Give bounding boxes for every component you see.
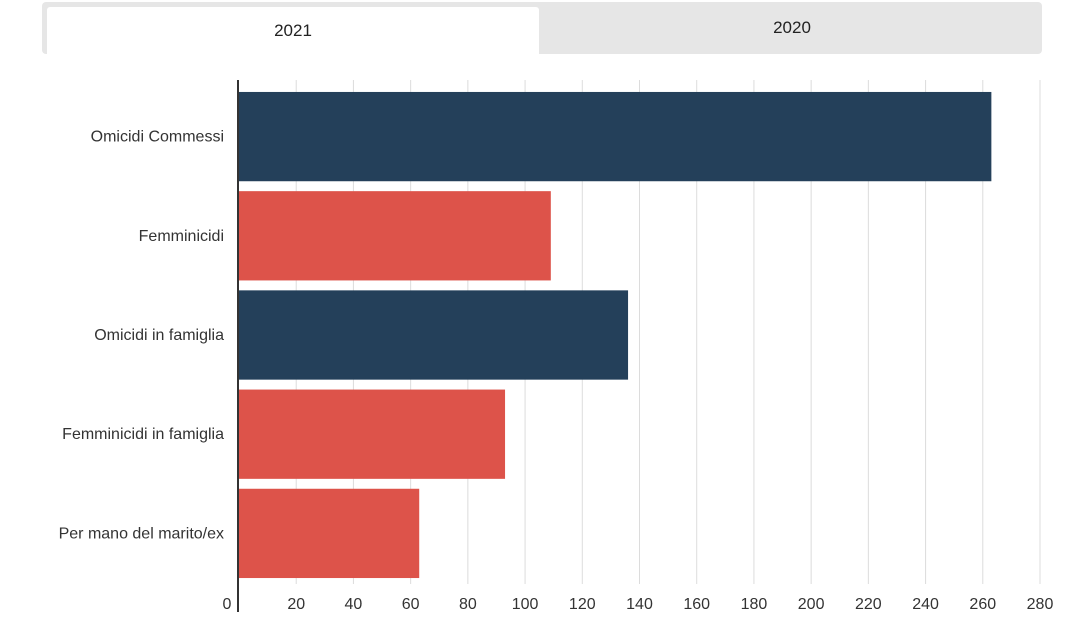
x-tick-label: 60 xyxy=(402,596,420,613)
bar xyxy=(239,290,629,380)
x-tick-label: 180 xyxy=(741,596,768,613)
category-label: Per mano del marito/ex xyxy=(59,525,224,542)
category-label: Femminicidi xyxy=(139,228,224,245)
category-label: Femminicidi in famiglia xyxy=(62,426,224,443)
x-tick-label: 140 xyxy=(626,596,653,613)
x-tick-label: 40 xyxy=(345,596,363,613)
bar xyxy=(239,191,551,281)
bar xyxy=(239,389,506,479)
x-tick-label: 280 xyxy=(1027,596,1054,613)
tab-2021[interactable]: 2021 xyxy=(47,7,539,54)
x-tick-label: 80 xyxy=(459,596,477,613)
category-label: Omicidi Commessi xyxy=(91,129,224,146)
x-tick-label: 120 xyxy=(569,596,596,613)
x-tick-label: 160 xyxy=(683,596,710,613)
x-tick-label: 100 xyxy=(512,596,539,613)
x-tick-label: 20 xyxy=(287,596,305,613)
x-tick-label: 220 xyxy=(855,596,882,613)
bar xyxy=(239,91,992,182)
bar xyxy=(239,488,420,579)
x-tick-label: 200 xyxy=(798,596,825,613)
year-tabs: 2021 2020 xyxy=(42,2,1042,54)
category-label: Omicidi in famiglia xyxy=(94,327,224,344)
x-tick-label: 240 xyxy=(912,596,939,613)
tab-2020[interactable]: 2020 xyxy=(773,17,811,37)
x-tick-label: 260 xyxy=(969,596,996,613)
x-tick-label: 0 xyxy=(223,596,232,613)
